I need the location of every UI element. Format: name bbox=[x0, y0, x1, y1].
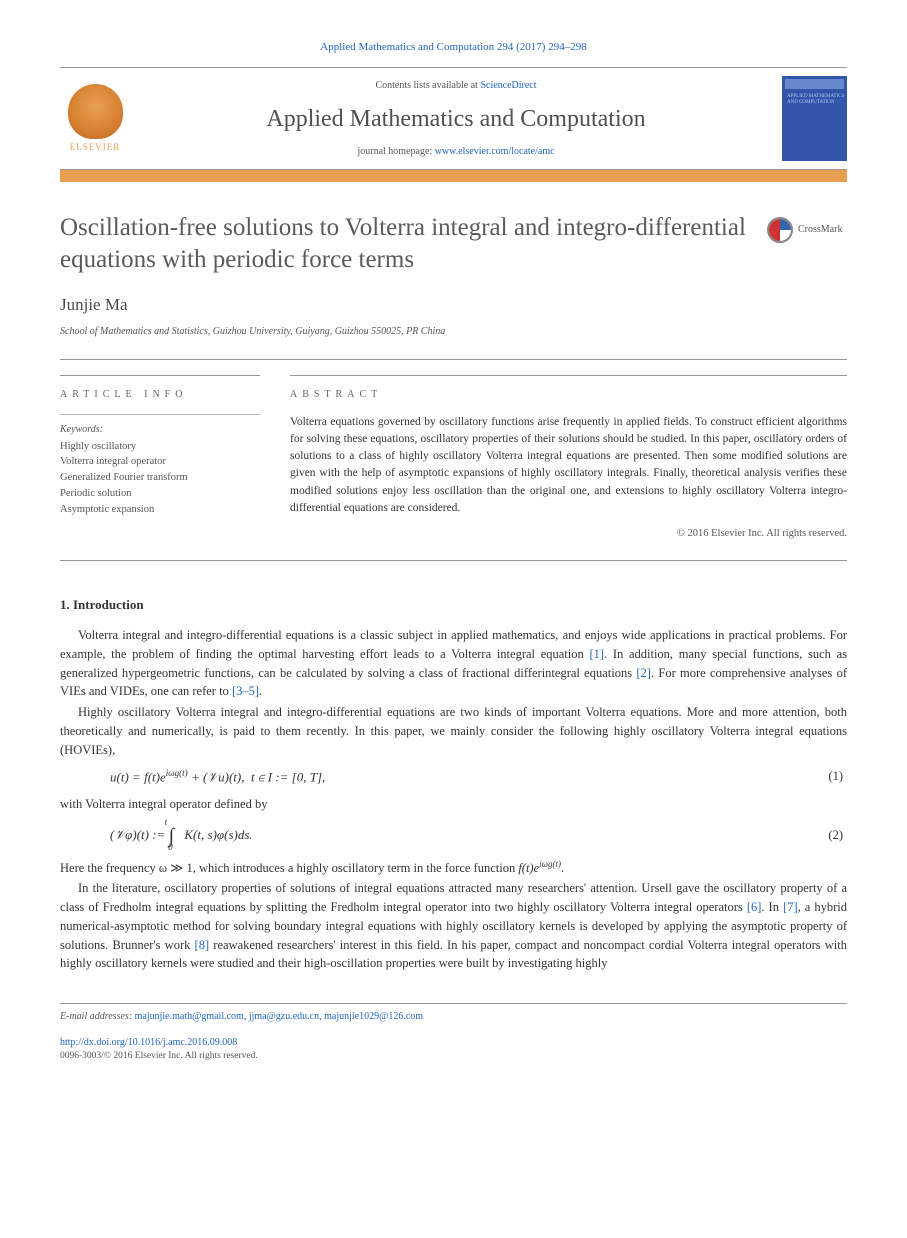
doi-line: http://dx.doi.org/10.1016/j.amc.2016.09.… bbox=[60, 1036, 847, 1050]
crossmark-badge[interactable]: CrossMark bbox=[767, 217, 847, 243]
journal-name: Applied Mathematics and Computation bbox=[130, 103, 782, 137]
elsevier-tree-icon bbox=[68, 84, 123, 139]
paragraph: Highly oscillatory Volterra integral and… bbox=[60, 703, 847, 759]
citation-link[interactable]: [6] bbox=[747, 900, 762, 914]
info-divider bbox=[60, 414, 260, 415]
contents-available-line: Contents lists available at ScienceDirec… bbox=[130, 79, 782, 93]
text: In the literature, oscillatory propertie… bbox=[60, 881, 847, 914]
journal-topbar: ELSEVIER Contents lists available at Sci… bbox=[60, 67, 847, 170]
abstract-copyright: © 2016 Elsevier Inc. All rights reserved… bbox=[290, 527, 847, 542]
keywords-label: Keywords: bbox=[60, 423, 260, 437]
doi-link[interactable]: http://dx.doi.org/10.1016/j.amc.2016.09.… bbox=[60, 1037, 237, 1048]
keyword: Asymptotic expansion bbox=[60, 502, 260, 518]
crossmark-icon bbox=[767, 217, 793, 243]
elsevier-label: ELSEVIER bbox=[70, 141, 121, 154]
footer: E-mail addresses: majunjie.math@gmail.co… bbox=[60, 1003, 847, 1063]
crossmark-label: CrossMark bbox=[798, 223, 842, 237]
text: . bbox=[259, 684, 262, 698]
author-affiliation: School of Mathematics and Statistics, Gu… bbox=[60, 325, 847, 339]
divider bbox=[60, 359, 847, 360]
keyword: Periodic solution bbox=[60, 486, 260, 502]
contents-prefix: Contents lists available at bbox=[375, 80, 480, 91]
journal-cover-thumbnail: APPLIED MATHEMATICS AND COMPUTATION bbox=[782, 76, 847, 161]
divider bbox=[60, 560, 847, 561]
equation-number: (2) bbox=[828, 827, 847, 845]
abstract-label: ABSTRACT bbox=[290, 388, 847, 402]
paragraph: In the literature, oscillatory propertie… bbox=[60, 879, 847, 973]
inline-math: f(t)eiωg(t) bbox=[518, 861, 561, 875]
sciencedirect-link[interactable]: ScienceDirect bbox=[480, 80, 536, 91]
paragraph: Here the frequency ω ≫ 1, which introduc… bbox=[60, 858, 847, 878]
paragraph: Volterra integral and integro-differenti… bbox=[60, 626, 847, 701]
text: . In bbox=[761, 900, 783, 914]
equation-2: (𝒱φ)(t) := ∫0t K(t, s)φ(s)ds. (2) bbox=[110, 822, 847, 850]
equation-body: (𝒱φ)(t) := ∫0t K(t, s)φ(s)ds. bbox=[110, 822, 828, 850]
keyword: Generalized Fourier transform bbox=[60, 470, 260, 486]
email-label: E-mail addresses: bbox=[60, 1011, 135, 1022]
citation-link[interactable]: [3–5] bbox=[232, 684, 259, 698]
citation-link[interactable]: [8] bbox=[195, 938, 210, 952]
header-citation: Applied Mathematics and Computation 294 … bbox=[60, 40, 847, 55]
text: . bbox=[561, 861, 564, 875]
cover-text: APPLIED MATHEMATICS AND COMPUTATION bbox=[787, 94, 847, 105]
citation-link[interactable]: [1] bbox=[589, 647, 604, 661]
section-introduction: 1. Introduction Volterra integral and in… bbox=[60, 596, 847, 973]
article-info-label: ARTICLE INFO bbox=[60, 388, 260, 402]
keyword: Volterra integral operator bbox=[60, 454, 260, 470]
article-title: Oscillation-free solutions to Volterra i… bbox=[60, 212, 747, 275]
homepage-link[interactable]: www.elsevier.com/locate/amc bbox=[435, 146, 555, 157]
journal-homepage-line: journal homepage: www.elsevier.com/locat… bbox=[130, 145, 782, 159]
orange-divider-bar bbox=[60, 170, 847, 182]
author-name: Junjie Ma bbox=[60, 293, 847, 317]
citation-link[interactable]: [7] bbox=[783, 900, 798, 914]
homepage-prefix: journal homepage: bbox=[357, 146, 434, 157]
email-link[interactable]: majunjie1029@126.com bbox=[324, 1011, 423, 1022]
abstract-text: Volterra equations governed by oscillato… bbox=[290, 414, 847, 518]
text: Here the frequency ω ≫ 1, which introduc… bbox=[60, 861, 518, 875]
email-link[interactable]: jjma@gzu.edu.cn bbox=[249, 1011, 319, 1022]
citation-link[interactable]: [2] bbox=[636, 666, 651, 680]
section-heading: 1. Introduction bbox=[60, 596, 847, 614]
paragraph: with Volterra integral operator defined … bbox=[60, 795, 847, 814]
equation-number: (1) bbox=[828, 768, 847, 786]
email-line: E-mail addresses: majunjie.math@gmail.co… bbox=[60, 1010, 847, 1024]
article-info-column: ARTICLE INFO Keywords: Highly oscillator… bbox=[60, 375, 260, 542]
keyword: Highly oscillatory bbox=[60, 439, 260, 455]
abstract-column: ABSTRACT Volterra equations governed by … bbox=[290, 375, 847, 542]
equation-body: u(t) = f(t)eiωg(t) + (𝒱u)(t), t ∈ I := [… bbox=[110, 767, 828, 787]
issn-copyright: 0096-3003/© 2016 Elsevier Inc. All right… bbox=[60, 1050, 847, 1063]
equation-1: u(t) = f(t)eiωg(t) + (𝒱u)(t), t ∈ I := [… bbox=[110, 767, 847, 787]
elsevier-logo: ELSEVIER bbox=[60, 79, 130, 159]
email-link[interactable]: majunjie.math@gmail.com bbox=[135, 1011, 244, 1022]
